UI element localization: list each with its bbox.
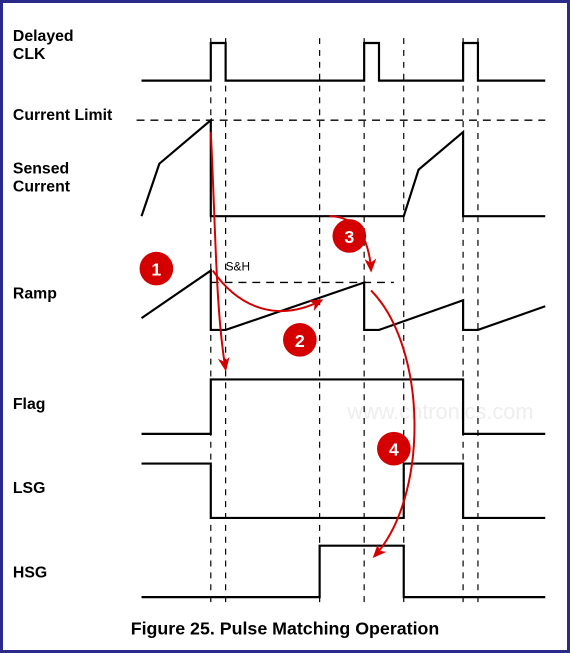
watermark: www.cntronics.com <box>346 399 533 424</box>
sh-label: S&H <box>226 260 250 274</box>
svg-text:3: 3 <box>344 227 354 247</box>
waveform-hsg <box>142 546 546 597</box>
signal-label-lsg: LSG <box>13 480 46 497</box>
step-badge-4: 4 <box>377 432 411 466</box>
signal-label-delayed-clk: Delayed <box>13 28 74 45</box>
causality-arrow-a2 <box>213 271 322 311</box>
waveform-delayed-clk <box>142 43 546 81</box>
signal-label-current-limit: Current Limit <box>13 107 113 124</box>
waveform-lsg <box>142 464 546 518</box>
svg-text:4: 4 <box>389 440 399 460</box>
signal-label-hsg: HSG <box>13 564 47 581</box>
signal-label-sensed-current: Sensed <box>13 161 69 178</box>
waveform-ramp <box>142 271 546 330</box>
signal-label-delayed-clk: CLK <box>13 46 46 63</box>
svg-text:2: 2 <box>295 331 305 351</box>
figure-caption: Figure 25. Pulse Matching Operation <box>131 619 440 639</box>
signal-label-flag: Flag <box>13 396 46 413</box>
timing-diagram: www.cntronics.com 1 2 3 4 DelayedCLK Current… <box>3 3 567 650</box>
step-badge-2: 2 <box>283 323 317 357</box>
causality-arrow-a1 <box>211 132 226 369</box>
signal-label-ramp: Ramp <box>13 285 57 302</box>
figure-frame: www.cntronics.com 1 2 3 4 DelayedCLK Current… <box>0 0 570 653</box>
step-badge-3: 3 <box>332 219 366 253</box>
svg-text:1: 1 <box>151 260 161 280</box>
signal-label-sensed-current: Current <box>13 178 71 195</box>
waveform-sensed-current <box>142 120 546 216</box>
step-badge-1: 1 <box>140 252 174 286</box>
